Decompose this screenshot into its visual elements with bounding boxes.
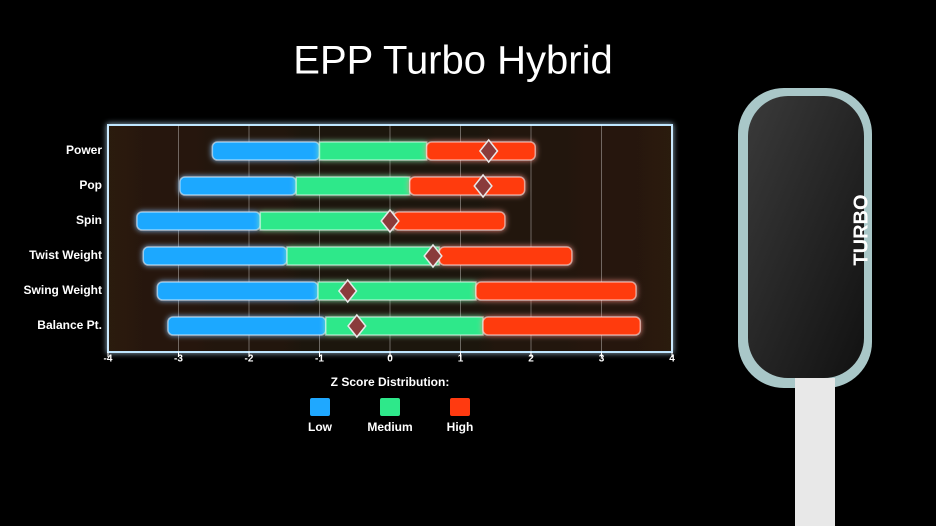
marker [337,278,358,304]
x-tick-label: 3 [599,354,605,365]
bar-segment [259,211,395,231]
legend-label: High [447,420,474,434]
bar-segment [408,176,526,196]
paddle-image: TURBO [738,88,872,526]
legend-title: Z Score Distribution: [331,375,450,389]
y-tick-label: Spin [76,213,102,227]
chart-title: EPP Turbo Hybrid [293,39,612,83]
bar-segment [136,211,262,231]
bar-segment [295,176,411,196]
y-tick-label: Twist Weight [29,248,102,262]
legend-label: Medium [367,420,412,434]
marker [473,173,493,199]
bar-segment [286,246,441,266]
marker [347,313,367,339]
bar-segment [392,211,506,231]
plot-area [107,124,673,353]
legend-swatch [310,398,330,416]
legend-swatch [450,398,470,416]
paddle-label: TURBO [850,194,872,265]
bars [136,138,642,339]
bar-segment [156,281,319,301]
bar-segment [475,281,637,301]
x-tick-label: 1 [458,354,464,365]
grid [107,125,673,352]
bar-segment [167,316,327,336]
bar-segment [438,246,573,266]
bar-segment [482,316,642,336]
x-tick-label: 2 [528,354,534,365]
bar-segment [318,141,428,161]
y-tick-label: Pop [79,178,102,192]
legend-swatch [380,398,400,416]
y-tick-label: Swing Weight [24,283,102,297]
bar-segment [142,246,288,266]
bar-segment [211,141,321,161]
bar-segment [179,176,297,196]
paddle-handle [795,378,835,526]
y-tick-label: Balance Pt. [37,318,102,332]
y-tick-label: Power [66,143,102,157]
x-tick-label: -1 [315,354,324,365]
x-tick-label: 4 [669,354,675,365]
x-tick-label: 0 [387,354,393,365]
marker [478,138,499,164]
x-tick-label: -3 [174,354,183,365]
legend-label: Low [308,420,333,434]
x-tick-label: -2 [245,354,254,365]
marker [423,243,443,269]
paddle-face [748,96,864,378]
marker [380,208,400,234]
x-tick-label: -4 [104,354,113,365]
